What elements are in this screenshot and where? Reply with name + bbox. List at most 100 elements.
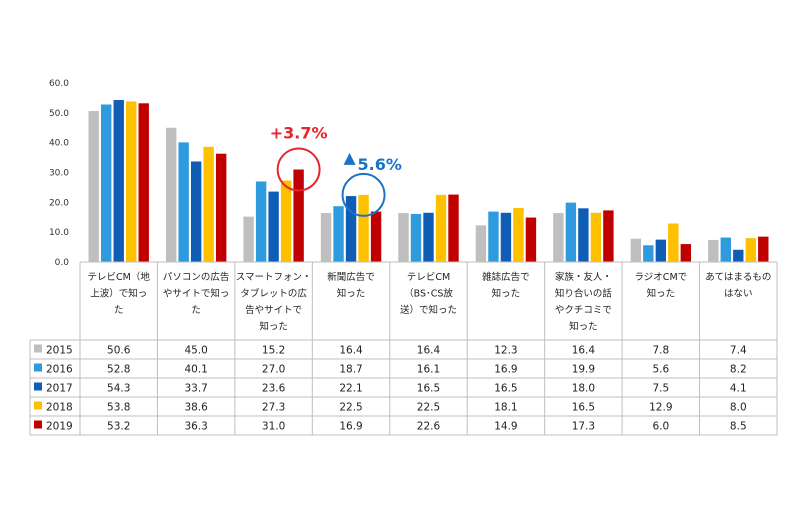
- table-value: 14.9: [494, 421, 517, 433]
- y-tick-label: 60.0: [49, 79, 69, 89]
- table-value: 17.3: [572, 421, 595, 433]
- bar-2019: [448, 194, 459, 262]
- bar-2019: [603, 210, 614, 262]
- category-label: ラジオCMで: [635, 272, 688, 283]
- bar-2016: [565, 202, 577, 262]
- bar-2017: [655, 239, 667, 263]
- table-value: 16.4: [572, 345, 596, 357]
- bar-2019: [215, 153, 227, 262]
- table-value: 31.0: [262, 421, 285, 433]
- category-label: 知った: [337, 288, 366, 300]
- series-name: 2016: [46, 364, 73, 376]
- up-triangle-icon: [343, 152, 356, 165]
- y-tick-label: 40.0: [49, 139, 69, 149]
- table-value: 27.0: [262, 364, 285, 376]
- y-tick-label: 0.0: [55, 258, 70, 268]
- series-name: 2019: [46, 421, 73, 433]
- table-value: 38.6: [184, 402, 208, 414]
- category-label: 雑誌広告で: [482, 271, 530, 283]
- table-value: 16.1: [417, 364, 440, 376]
- bar-2015: [165, 127, 177, 262]
- table-value: 8.5: [730, 421, 747, 433]
- category-label: タブレットの広: [240, 288, 307, 300]
- bar-2018: [590, 212, 602, 262]
- annotation-label: 5.6%: [358, 155, 402, 174]
- y-tick-label: 30.0: [49, 169, 69, 179]
- bar-2015: [708, 239, 719, 262]
- bar-2017: [423, 212, 434, 262]
- table-value: 7.8: [652, 345, 669, 357]
- bar-2019: [680, 244, 692, 262]
- table-value: 22.1: [339, 383, 362, 395]
- table-value: 16.5: [417, 383, 440, 395]
- category-label: スマートフォン・: [236, 272, 312, 283]
- category-label: あてはまるもの: [705, 272, 771, 283]
- category-label: 知った: [492, 288, 521, 300]
- table-value: 22.5: [339, 402, 362, 414]
- table-value: 53.8: [107, 402, 130, 414]
- table-value: 16.9: [339, 421, 362, 433]
- bar-2019: [370, 211, 382, 262]
- table-value: 22.5: [417, 402, 440, 414]
- bar-2017: [500, 212, 512, 262]
- category-label: 告やサイトで: [245, 304, 302, 316]
- y-tick-label: 50.0: [49, 109, 69, 119]
- bar-2018: [745, 238, 756, 262]
- table-value: 36.3: [184, 421, 207, 433]
- table-value: 53.2: [107, 421, 130, 433]
- bar-2016: [488, 211, 499, 262]
- legend-swatch-2018: [34, 401, 42, 410]
- legend-swatch-2016: [34, 363, 42, 372]
- table-value: 22.6: [417, 421, 441, 433]
- bar-2016: [410, 213, 422, 262]
- category-label: た: [191, 305, 201, 316]
- bar-2016: [643, 245, 654, 262]
- bar-2018: [203, 146, 214, 262]
- table-value: 7.5: [652, 383, 669, 395]
- category-label: 家族・友人・: [555, 271, 612, 283]
- bar-2015: [88, 111, 99, 262]
- table-value: 6.0: [652, 421, 669, 433]
- table-value: 12.9: [649, 402, 672, 414]
- table-value: 15.2: [262, 345, 285, 357]
- table-value: 16.4: [339, 345, 363, 357]
- bar-2018: [668, 223, 679, 262]
- table-value: 18.0: [572, 383, 595, 395]
- bar-2016: [333, 206, 344, 262]
- bar-2018: [435, 194, 447, 263]
- table-value: 16.9: [494, 364, 517, 376]
- table-value: 19.9: [572, 364, 595, 376]
- table-value: 45.0: [184, 345, 207, 357]
- bar-2018: [513, 208, 524, 262]
- table-value: 27.3: [262, 402, 285, 414]
- category-label: た: [114, 305, 124, 316]
- y-tick-label: 10.0: [49, 228, 69, 238]
- category-label: やクチコミで: [555, 305, 612, 316]
- bar-2015: [243, 216, 254, 262]
- bar-2016: [255, 181, 267, 262]
- bar-2017: [268, 191, 279, 262]
- table-value: 50.6: [107, 345, 131, 357]
- y-tick-label: 20.0: [49, 198, 69, 208]
- table-value: 54.3: [107, 383, 130, 395]
- category-label: 知った: [259, 321, 288, 333]
- bar-2017: [190, 161, 202, 262]
- legend-swatch-2015: [34, 344, 42, 353]
- category-label: 知った: [569, 321, 598, 333]
- bar-2017: [578, 208, 589, 262]
- table-value: 33.7: [184, 383, 207, 395]
- table-value: 52.8: [107, 364, 130, 376]
- table-value: 16.5: [494, 383, 517, 395]
- category-label: 知り合いの話: [555, 288, 613, 300]
- table-value: 40.1: [184, 364, 207, 376]
- table-value: 8.2: [730, 364, 747, 376]
- bar-2016: [178, 142, 189, 262]
- table-value: 4.1: [730, 383, 747, 395]
- bar-2019: [525, 217, 537, 262]
- table-value: 16.5: [572, 402, 595, 414]
- table-value: 16.4: [417, 345, 441, 357]
- category-label: やサイトで知っ: [163, 288, 230, 300]
- highlight-circle: [341, 172, 386, 217]
- bar-2017: [345, 196, 357, 262]
